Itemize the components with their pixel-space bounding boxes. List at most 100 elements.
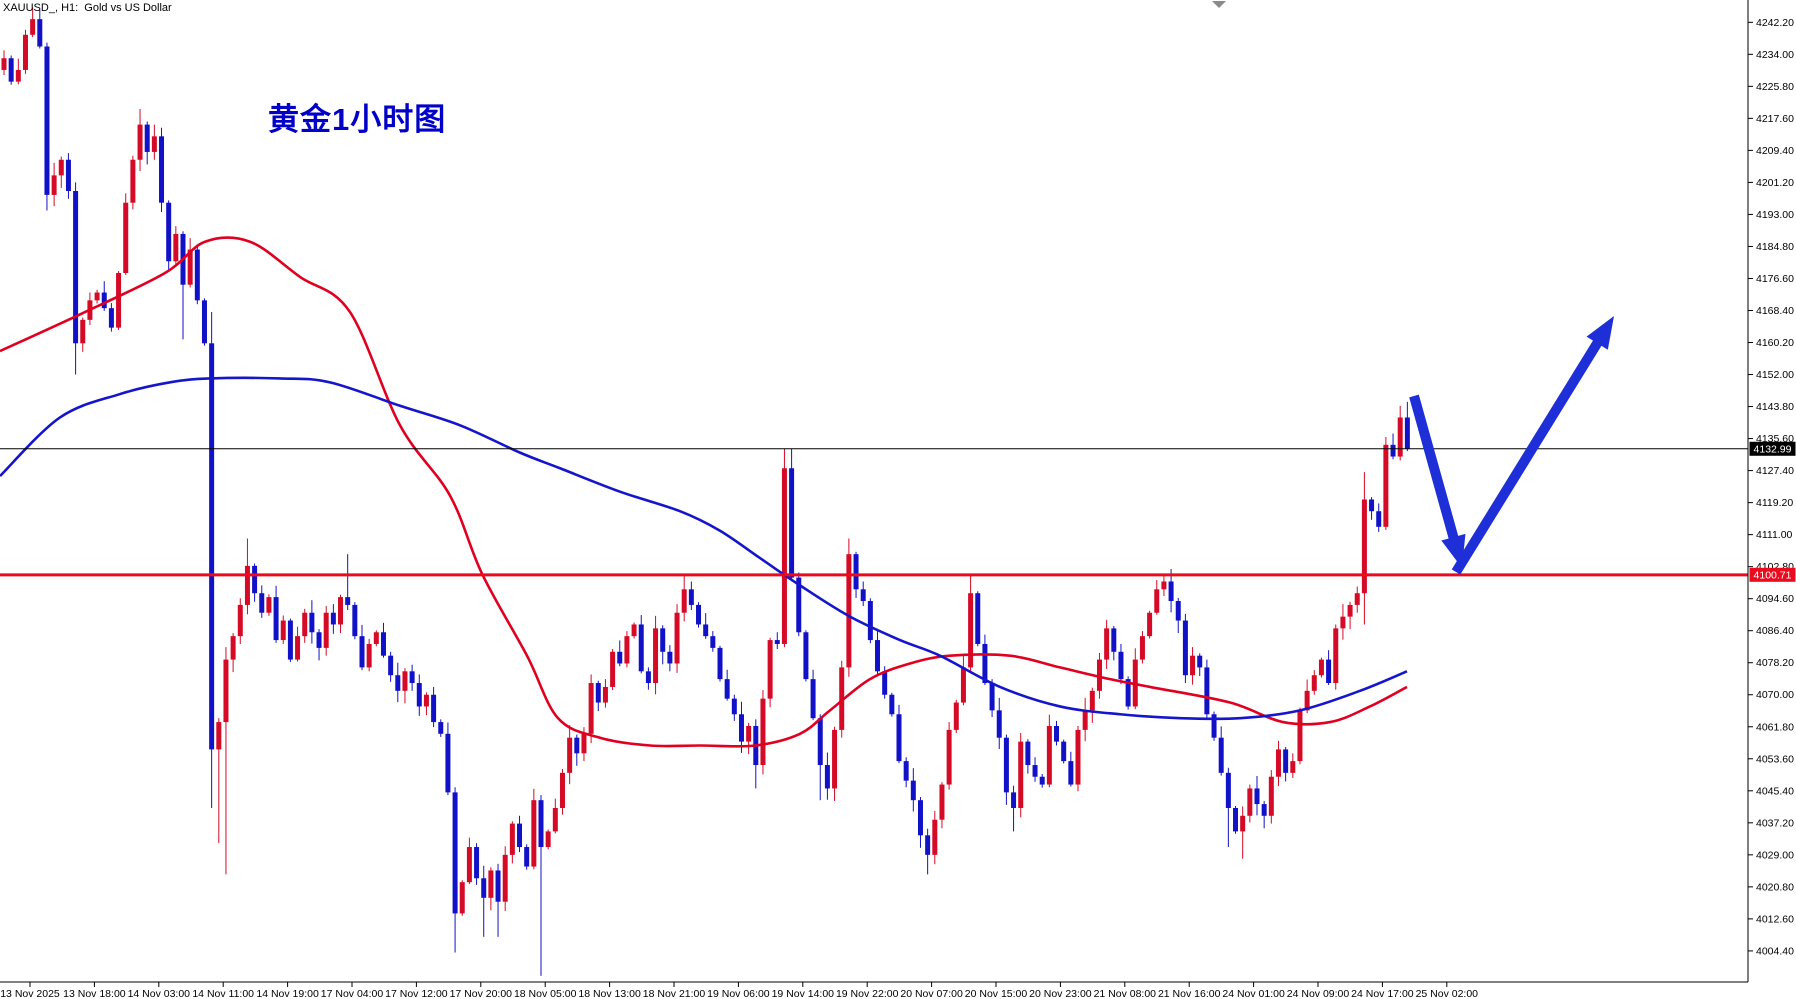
- bull-candle: [1154, 589, 1160, 613]
- time-tick-label: 20 Nov 15:00: [965, 988, 1028, 999]
- price-tick-label: 4061.80: [1756, 721, 1794, 733]
- price-tick-label: 4193.00: [1756, 209, 1794, 221]
- bull-candle: [832, 729, 838, 789]
- bear-candle: [1182, 620, 1188, 676]
- bear-candle: [166, 202, 172, 262]
- bear-candle: [273, 597, 279, 641]
- bear-candle: [1197, 655, 1203, 668]
- bear-candle: [409, 671, 415, 684]
- time-tick-label: 24 Nov 09:00: [1287, 988, 1350, 999]
- forecast-arrow-down[interactable]: [1409, 394, 1466, 568]
- bear-candle: [474, 847, 480, 879]
- bull-candle: [216, 722, 222, 750]
- bull-candle: [760, 698, 766, 766]
- chinese-annotation[interactable]: 黄金1小时图: [268, 102, 447, 137]
- price-tick-label: 4209.40: [1756, 145, 1794, 157]
- bear-candle: [638, 624, 644, 672]
- ma-red-line[interactable]: [0, 236, 1408, 748]
- bear-candle: [1369, 499, 1375, 512]
- time-tick-label: 19 Nov 06:00: [707, 988, 770, 999]
- ma-blue-line[interactable]: [0, 376, 1408, 721]
- bear-candle: [717, 647, 723, 680]
- bull-candle: [631, 624, 637, 637]
- candles-layer[interactable]: [1, 7, 1410, 976]
- bear-candle: [495, 870, 501, 902]
- bear-candle: [731, 698, 737, 715]
- bull-candle: [939, 784, 945, 820]
- forecast-arrow-up-shaft[interactable]: [1451, 335, 1605, 575]
- bull-candle: [30, 19, 36, 35]
- bear-candle: [889, 694, 895, 715]
- bull-candle: [1139, 636, 1145, 660]
- bear-candle: [287, 620, 293, 660]
- bear-candle: [101, 292, 107, 309]
- time-tick-label: 18 Nov 13:00: [578, 988, 641, 999]
- bull-candle: [423, 694, 429, 707]
- bear-candle: [445, 733, 451, 793]
- bull-candle: [130, 159, 136, 203]
- bull-candle: [123, 202, 129, 273]
- bear-candle: [1068, 761, 1074, 785]
- forecast-arrow-down-shaft[interactable]: [1409, 394, 1460, 545]
- bear-candle: [481, 878, 487, 898]
- bull-candle: [552, 807, 558, 832]
- price-axis[interactable]: 4242.20 4234.00 4225.80 4217.60 4209.40 4201.…: [1748, 17, 1796, 958]
- bull-candle: [746, 725, 752, 742]
- bull-candle: [846, 554, 852, 668]
- bear-candle: [660, 628, 666, 652]
- bear-candle: [1118, 651, 1124, 680]
- moving-averages-layer: [0, 236, 1408, 748]
- bull-candle: [366, 643, 372, 668]
- bear-candle: [8, 58, 14, 82]
- bear-candle: [1326, 659, 1332, 684]
- bull-candle: [1082, 710, 1088, 730]
- price-tick-label: 4119.20: [1756, 497, 1793, 509]
- bear-candle: [65, 159, 71, 191]
- price-tick-label: 4094.60: [1756, 593, 1794, 605]
- bull-candle: [402, 671, 408, 691]
- time-tick-label: 19 Nov 22:00: [836, 988, 899, 999]
- price-tick-label: 4020.80: [1756, 881, 1794, 893]
- bear-candle: [159, 136, 165, 203]
- bear-candle: [1204, 667, 1210, 715]
- bull-candle: [1161, 581, 1167, 590]
- bull-candle: [1104, 628, 1110, 660]
- time-axis[interactable]: 13 Nov 2025 13 Nov 18:00 14 Nov 03:00 14 No…: [0, 982, 1478, 999]
- bear-candle: [688, 589, 694, 605]
- time-tick-label: 13 Nov 2025: [0, 988, 60, 999]
- bull-candle: [1240, 815, 1246, 832]
- bear-candle: [359, 636, 365, 668]
- bear-candle: [617, 651, 623, 664]
- bull-candle: [266, 597, 272, 613]
- bear-candle: [910, 780, 916, 801]
- bull-candle: [1275, 749, 1281, 777]
- bear-candle: [810, 679, 816, 719]
- price-tick-label: 4160.20: [1756, 337, 1794, 349]
- bull-candle: [968, 593, 974, 668]
- bull-candle: [1304, 690, 1310, 711]
- forecast-arrow-up[interactable]: [1451, 316, 1614, 575]
- price-tick-label: 4111.00: [1756, 529, 1793, 541]
- price-tick-label: 4242.20: [1756, 17, 1794, 29]
- bull-candle: [280, 620, 286, 641]
- bear-candle: [703, 624, 709, 637]
- forecast-arrow-up-head-icon[interactable]: [1586, 316, 1614, 350]
- chart-shift-marker-icon[interactable]: [1212, 1, 1226, 8]
- bear-candle: [309, 612, 315, 633]
- time-tick-label: 20 Nov 23:00: [1029, 988, 1092, 999]
- bear-candle: [431, 694, 437, 723]
- bear-candle: [37, 19, 43, 47]
- bear-candle: [524, 847, 530, 867]
- price-tick-label: 4225.80: [1756, 81, 1794, 93]
- bear-candle: [395, 675, 401, 691]
- bull-candle: [674, 612, 680, 664]
- current-price-badge-label: 4132.99: [1754, 443, 1792, 455]
- bull-candle: [839, 667, 845, 730]
- bear-candle: [259, 593, 265, 613]
- bear-candle: [975, 593, 981, 644]
- bull-candle: [488, 870, 494, 898]
- bear-candle: [1283, 749, 1289, 773]
- price-tick-label: 4143.80: [1756, 401, 1794, 413]
- bear-candle: [517, 823, 523, 848]
